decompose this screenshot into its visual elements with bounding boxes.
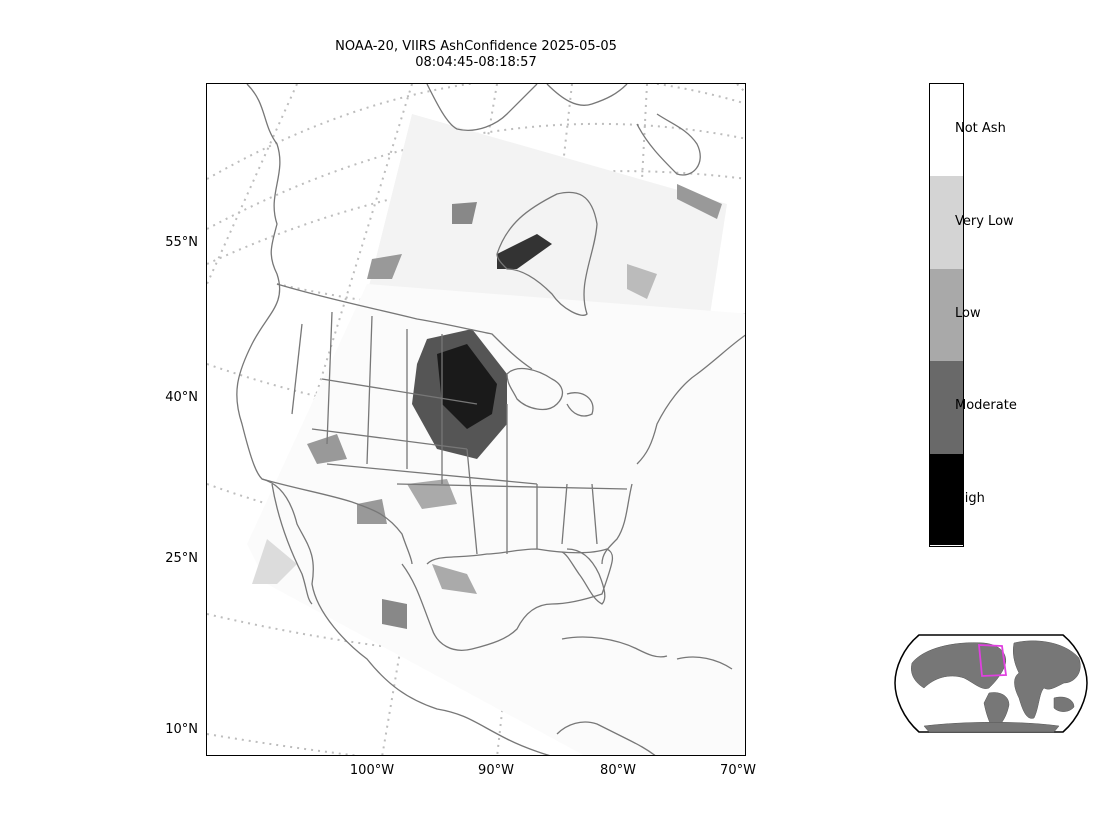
lon-label-90w: 90°W (478, 763, 514, 778)
graticule-lon-120 (207, 84, 298, 285)
ash-patch (452, 202, 477, 224)
atlantic-coast (601, 334, 745, 565)
ash-patch (307, 434, 347, 464)
caribbean (561, 636, 733, 670)
graticule-lon-70 (736, 84, 745, 94)
ash-patch (432, 564, 477, 594)
graticule-lon-110 (266, 84, 413, 555)
inset-north-america (911, 642, 1007, 689)
lon-label-80w: 80°W (600, 763, 636, 778)
ash-patch (357, 499, 387, 524)
graticule-lat-70 (207, 84, 745, 180)
colorbar (929, 83, 964, 547)
inset-world-map (894, 633, 1088, 734)
map-title-line1: NOAA-20, VIIRS AshConfidence 2025-05-05 (335, 39, 617, 54)
inset-svg (894, 634, 1088, 733)
hudson-bay (496, 191, 598, 316)
lon-label-100w: 100°W (349, 763, 395, 778)
map-title-line2: 08:04:45-08:18:57 (415, 55, 537, 70)
main-map[interactable] (206, 83, 746, 756)
ash-patch (407, 479, 457, 509)
us-mexico-border (261, 478, 413, 565)
map-svg (207, 84, 745, 755)
lat-label-40: 40°N (165, 390, 198, 405)
ash-patch (627, 264, 657, 299)
inset-australia (1053, 696, 1075, 712)
lon-label-70w: 70°W (720, 763, 756, 778)
colorbar-label-low: Low (955, 306, 981, 321)
coastlines (236, 84, 745, 755)
inset-south-america (983, 692, 1010, 731)
lat-label-10: 10°N (165, 722, 198, 737)
graticule-lat-65 (207, 170, 745, 265)
colorbar-label-moderate: Moderate (955, 398, 1017, 413)
inset-antarctica (923, 722, 1060, 733)
inset-land (911, 640, 1081, 733)
inset-region-box (978, 644, 1008, 677)
colorbar-label-high: High (955, 491, 985, 506)
swath-edge-gray (252, 539, 297, 584)
baja (271, 483, 313, 605)
colorbar-seg-not-ash (930, 84, 963, 176)
great-lakes (506, 367, 594, 417)
swath-data (247, 114, 745, 755)
pacific-coast (236, 84, 551, 755)
inset-eurasia-africa (1012, 640, 1081, 719)
ash-patch (497, 234, 552, 269)
state-lines (291, 311, 628, 555)
us-canada-border (276, 283, 533, 370)
central-america (556, 721, 656, 755)
colorbar-seg-high (930, 454, 963, 545)
colorbar-seg-moderate (930, 361, 963, 454)
ash-patch (382, 599, 407, 629)
colorbar-seg-very-low (930, 176, 963, 269)
colorbar-seg-low (930, 269, 963, 361)
lat-label-25: 25°N (165, 551, 198, 566)
florida (561, 548, 606, 605)
colorbar-label-very-low: Very Low (955, 214, 1014, 229)
ash-cluster-core (437, 344, 497, 429)
lat-label-55: 55°N (165, 235, 198, 250)
ash-patch (367, 254, 402, 279)
ash-patch (677, 184, 722, 219)
arctic-islands (426, 84, 701, 176)
map-title: NOAA-20, VIIRS AshConfidence 2025-05-05 … (206, 39, 746, 71)
colorbar-label-not-ash: Not Ash (955, 121, 1006, 136)
